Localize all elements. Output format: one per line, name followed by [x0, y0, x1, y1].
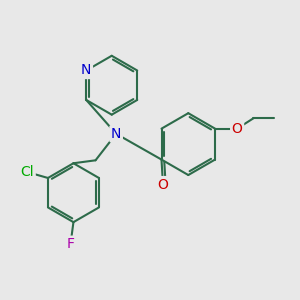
Text: N: N [81, 64, 92, 77]
Text: N: N [111, 127, 121, 141]
Text: O: O [232, 122, 243, 136]
Text: F: F [67, 237, 74, 251]
Text: O: O [158, 178, 168, 192]
Text: Cl: Cl [20, 165, 34, 179]
